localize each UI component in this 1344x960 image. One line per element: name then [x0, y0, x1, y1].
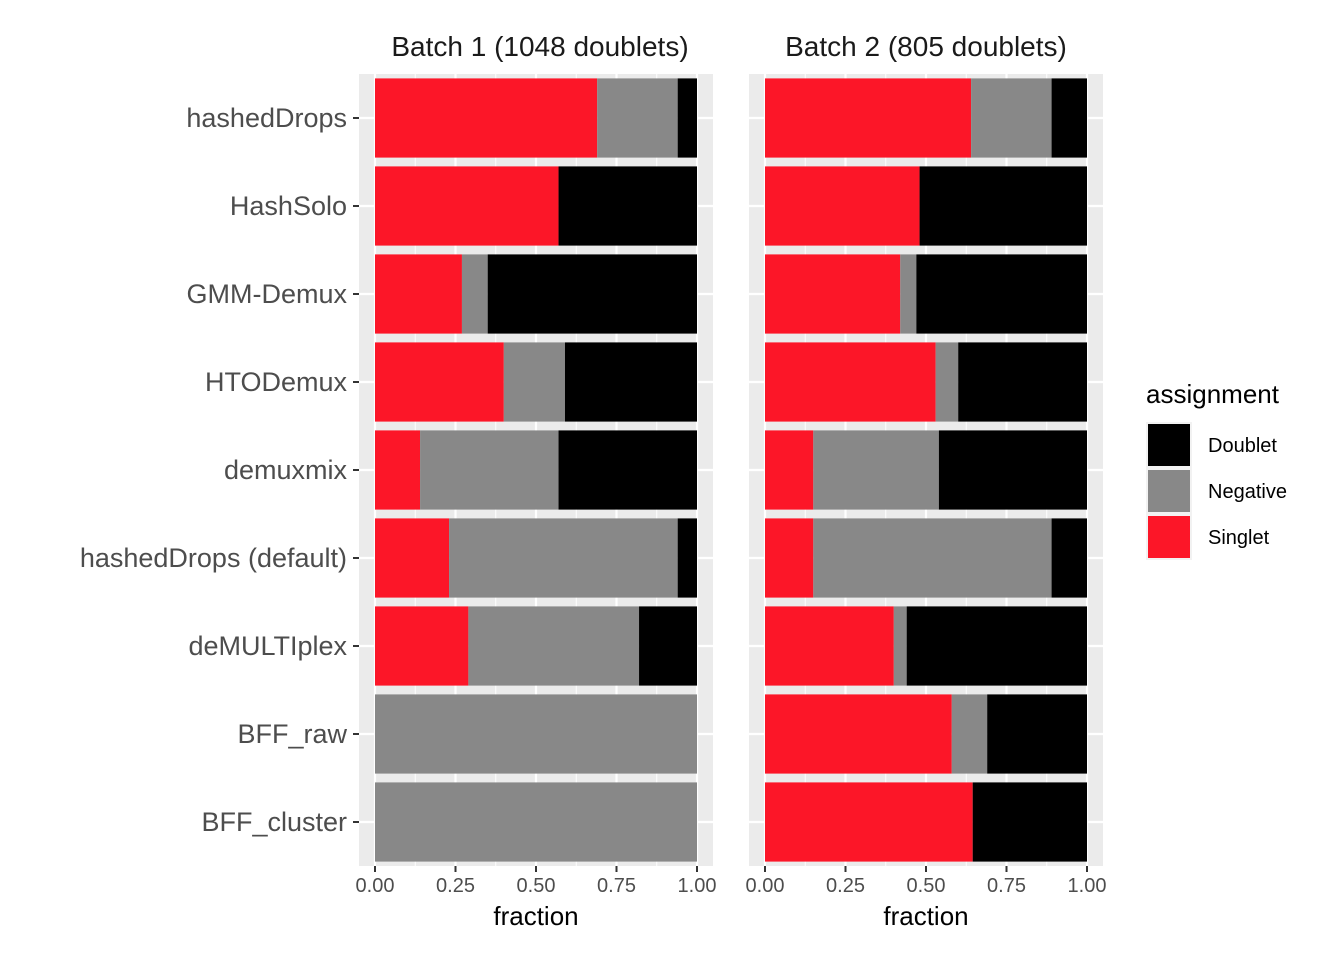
bar-batch-2-bff-raw-doublet — [987, 694, 1087, 774]
bar-batch-2-gmm-demux-singlet — [765, 254, 901, 334]
bar-batch-1-demuxmix-singlet — [375, 430, 421, 510]
bar-batch-1-bff-cluster-negative — [375, 782, 697, 862]
bar-batch-1-hasheddrops-default-singlet — [375, 518, 450, 598]
legend-key-doublet — [1148, 424, 1190, 466]
legend: assignment Doublet Negative Singlet — [1146, 379, 1287, 560]
bar-batch-2-htodemux-doublet — [958, 342, 1087, 422]
bar-batch-2-hasheddrops-negative — [971, 78, 1052, 158]
bar-batch-1-gmm-demux-doublet — [487, 254, 697, 334]
bar-batch-1-htodemux-doublet — [564, 342, 697, 422]
bar-batch-2-demultiplex-negative — [893, 606, 907, 686]
legend-label-doublet: Doublet — [1208, 435, 1277, 457]
bar-batch-2-bff-cluster-singlet — [765, 782, 973, 862]
y-tick-label-hasheddrops-default: hashedDrops (default) — [80, 543, 347, 573]
x-axis-title-batch-1: fraction — [493, 901, 578, 931]
y-tick-label-gmm-demux: GMM-Demux — [187, 279, 348, 309]
bar-batch-2-bff-raw-singlet — [765, 694, 952, 774]
x-tick-label-batch-2: 0.75 — [987, 875, 1026, 897]
bar-batch-2-hasheddrops-doublet — [1051, 78, 1087, 158]
bar-batch-1-demultiplex-singlet — [375, 606, 469, 686]
bar-batch-1-hasheddrops-default-negative — [449, 518, 678, 598]
bar-batch-2-hashsolo-doublet — [919, 166, 1087, 246]
y-tick-label-bff-raw: BFF_raw — [237, 719, 347, 749]
x-tick-label-batch-2: 0.00 — [746, 875, 785, 897]
bar-batch-2-gmm-demux-negative — [900, 254, 917, 334]
facet-batch-2: Batch 2 (805 doublets) 0.00 0.25 0.50 0.75 1… — [746, 31, 1107, 897]
bar-batch-1-htodemux-negative — [503, 342, 565, 422]
x-tick-label-batch-2: 0.50 — [907, 875, 946, 897]
bar-batch-1-hasheddrops-doublet — [677, 78, 697, 158]
y-tick-label-hasheddrops: hashedDrops — [186, 103, 347, 133]
x-tick-label-batch-1: 0.75 — [597, 875, 636, 897]
bar-batch-1-hasheddrops-singlet — [375, 78, 598, 158]
bar-batch-2-bff-cluster-doublet — [972, 782, 1087, 862]
bar-batch-1-gmm-demux-negative — [461, 254, 488, 334]
x-tick-label-batch-1: 0.25 — [436, 875, 475, 897]
x-tick-label-batch-2: 1.00 — [1068, 875, 1107, 897]
x-tick-label-batch-1: 1.00 — [678, 875, 717, 897]
bar-batch-2-demultiplex-singlet — [765, 606, 894, 686]
bar-batch-2-hasheddrops-singlet — [765, 78, 972, 158]
bar-batch-1-hasheddrops-default-doublet — [677, 518, 697, 598]
bar-batch-1-hashsolo-doublet — [558, 166, 697, 246]
legend-key-negative — [1148, 470, 1190, 512]
bar-batch-1-demultiplex-negative — [468, 606, 640, 686]
bar-batch-2-htodemux-negative — [935, 342, 959, 422]
y-tick-label-demultiplex: deMULTIplex — [188, 631, 347, 661]
y-tick-label-bff-cluster: BFF_cluster — [201, 807, 347, 837]
bar-batch-2-demuxmix-negative — [813, 430, 939, 510]
x-tick-label-batch-1: 0.00 — [356, 875, 395, 897]
bar-batch-2-htodemux-singlet — [765, 342, 936, 422]
x-tick-label-batch-1: 0.50 — [517, 875, 556, 897]
facet-title-batch-2: Batch 2 (805 doublets) — [785, 31, 1067, 62]
facet-title-batch-1: Batch 1 (1048 doublets) — [391, 31, 688, 62]
y-tick-label-demuxmix: demuxmix — [224, 455, 348, 485]
bar-batch-1-demuxmix-negative — [420, 430, 559, 510]
bar-batch-2-bff-raw-negative — [951, 694, 988, 774]
bar-batch-1-bff-raw-negative — [375, 694, 697, 774]
bar-batch-1-gmm-demux-singlet — [375, 254, 462, 334]
bar-batch-2-demuxmix-singlet — [765, 430, 814, 510]
legend-key-singlet — [1148, 516, 1190, 558]
bar-batch-1-demuxmix-doublet — [558, 430, 697, 510]
bar-batch-1-demultiplex-doublet — [639, 606, 697, 686]
x-axis-title-batch-2: fraction — [883, 901, 968, 931]
bar-batch-2-gmm-demux-doublet — [916, 254, 1087, 334]
legend-title: assignment — [1146, 379, 1280, 409]
bar-batch-2-hasheddrops-default-negative — [813, 518, 1052, 598]
bar-batch-2-hasheddrops-default-singlet — [765, 518, 814, 598]
bar-batch-1-hashsolo-singlet — [375, 166, 559, 246]
facet-batch-1: Batch 1 (1048 doublets) 0.00 0.25 0.50 0.75… — [356, 31, 717, 897]
x-tick-label-batch-2: 0.25 — [826, 875, 865, 897]
bar-batch-2-demuxmix-doublet — [938, 430, 1087, 510]
bar-batch-2-hashsolo-singlet — [765, 166, 920, 246]
y-tick-label-htodemux: HTODemux — [205, 367, 348, 397]
bar-batch-2-hasheddrops-default-doublet — [1051, 518, 1087, 598]
bar-batch-2-demultiplex-doublet — [906, 606, 1087, 686]
legend-label-singlet: Singlet — [1208, 527, 1270, 549]
legend-label-negative: Negative — [1208, 481, 1287, 503]
bar-batch-1-htodemux-singlet — [375, 342, 504, 422]
y-tick-label-hashsolo: HashSolo — [230, 191, 347, 221]
bar-batch-1-hasheddrops-negative — [597, 78, 678, 158]
